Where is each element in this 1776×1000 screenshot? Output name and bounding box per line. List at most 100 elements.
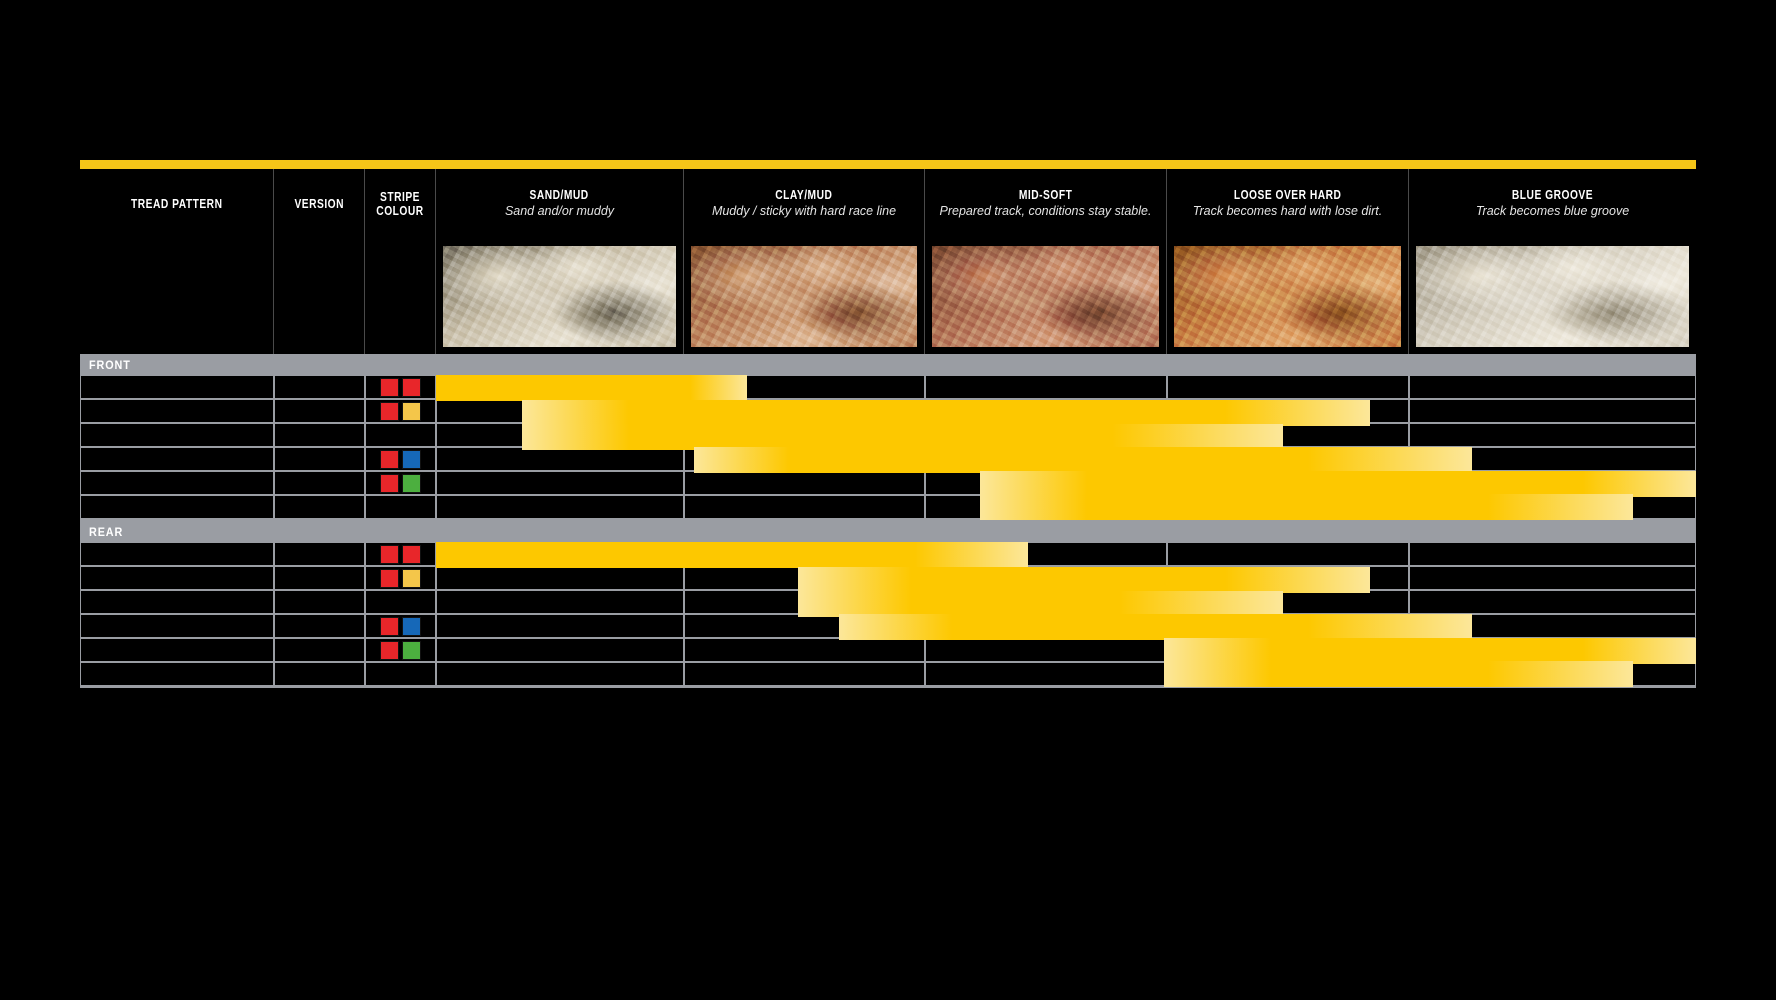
table-row[interactable] xyxy=(80,496,1696,518)
table-row[interactable] xyxy=(80,543,1696,565)
cell-sand_mud[interactable] xyxy=(437,663,683,685)
cell-stripe_colour[interactable] xyxy=(366,496,435,518)
cell-clay_mud[interactable] xyxy=(685,663,924,685)
cell-tread_pattern[interactable] xyxy=(81,400,273,422)
cell-sand_mud[interactable] xyxy=(437,400,683,422)
table-row[interactable] xyxy=(80,639,1696,661)
cell-tread_pattern[interactable] xyxy=(81,639,273,661)
cell-sand_mud[interactable] xyxy=(437,543,683,565)
cell-clay_mud[interactable] xyxy=(685,376,924,398)
cell-sand_mud[interactable] xyxy=(437,567,683,589)
cell-version[interactable] xyxy=(275,496,364,518)
cell-blue_groove[interactable] xyxy=(1410,400,1695,422)
cell-tread_pattern[interactable] xyxy=(81,496,273,518)
cell-mid_soft[interactable] xyxy=(926,543,1166,565)
cell-version[interactable] xyxy=(275,663,364,685)
cell-stripe_colour[interactable] xyxy=(366,591,435,613)
cell-stripe_colour[interactable] xyxy=(366,663,435,685)
cell-tread_pattern[interactable] xyxy=(81,591,273,613)
cell-blue_groove[interactable] xyxy=(1410,591,1695,613)
cell-loose_over_hard[interactable] xyxy=(1168,543,1408,565)
cell-sand_mud[interactable] xyxy=(437,615,683,637)
cell-loose_over_hard[interactable] xyxy=(1168,400,1408,422)
column-header-loose_over_hard[interactable]: LOOSE OVER HARD Track becomes hard with l… xyxy=(1167,169,1409,239)
cell-mid_soft[interactable] xyxy=(926,376,1166,398)
cell-version[interactable] xyxy=(275,567,364,589)
cell-version[interactable] xyxy=(275,424,364,446)
cell-blue_groove[interactable] xyxy=(1410,448,1695,470)
cell-version[interactable] xyxy=(275,639,364,661)
column-header-clay_mud[interactable]: CLAY/MUD Muddy / sticky with hard race li… xyxy=(684,169,925,239)
cell-loose_over_hard[interactable] xyxy=(1168,591,1408,613)
cell-stripe_colour[interactable] xyxy=(366,424,435,446)
column-header-blue_groove[interactable]: BLUE GROOVE Track becomes blue groove xyxy=(1409,169,1696,239)
table-row[interactable] xyxy=(80,472,1696,494)
cell-loose_over_hard[interactable] xyxy=(1168,424,1408,446)
cell-loose_over_hard[interactable] xyxy=(1168,567,1408,589)
cell-blue_groove[interactable] xyxy=(1410,424,1695,446)
table-row[interactable] xyxy=(80,591,1696,613)
column-header-mid_soft[interactable]: MID-SOFT Prepared track, conditions stay … xyxy=(925,169,1167,239)
cell-sand_mud[interactable] xyxy=(437,448,683,470)
cell-blue_groove[interactable] xyxy=(1410,615,1695,637)
cell-tread_pattern[interactable] xyxy=(81,567,273,589)
cell-clay_mud[interactable] xyxy=(685,615,924,637)
cell-sand_mud[interactable] xyxy=(437,424,683,446)
cell-tread_pattern[interactable] xyxy=(81,472,273,494)
cell-clay_mud[interactable] xyxy=(685,639,924,661)
cell-clay_mud[interactable] xyxy=(685,472,924,494)
table-row[interactable] xyxy=(80,567,1696,589)
cell-tread_pattern[interactable] xyxy=(81,376,273,398)
cell-stripe_colour[interactable] xyxy=(366,472,435,494)
cell-stripe_colour[interactable] xyxy=(366,376,435,398)
cell-version[interactable] xyxy=(275,615,364,637)
cell-version[interactable] xyxy=(275,448,364,470)
cell-sand_mud[interactable] xyxy=(437,496,683,518)
cell-version[interactable] xyxy=(275,376,364,398)
cell-version[interactable] xyxy=(275,543,364,565)
cell-blue_groove[interactable] xyxy=(1410,496,1695,518)
cell-clay_mud[interactable] xyxy=(685,496,924,518)
cell-stripe_colour[interactable] xyxy=(366,639,435,661)
cell-tread_pattern[interactable] xyxy=(81,615,273,637)
cell-version[interactable] xyxy=(275,591,364,613)
column-header-stripe_colour[interactable]: STRIPE COLOUR xyxy=(365,169,436,239)
cell-loose_over_hard[interactable] xyxy=(1168,639,1408,661)
cell-mid_soft[interactable] xyxy=(926,591,1166,613)
table-row[interactable] xyxy=(80,424,1696,446)
cell-mid_soft[interactable] xyxy=(926,496,1166,518)
cell-mid_soft[interactable] xyxy=(926,639,1166,661)
cell-sand_mud[interactable] xyxy=(437,472,683,494)
cell-sand_mud[interactable] xyxy=(437,591,683,613)
table-row[interactable] xyxy=(80,615,1696,637)
cell-blue_groove[interactable] xyxy=(1410,543,1695,565)
cell-loose_over_hard[interactable] xyxy=(1168,663,1408,685)
cell-tread_pattern[interactable] xyxy=(81,663,273,685)
cell-loose_over_hard[interactable] xyxy=(1168,472,1408,494)
column-header-tread_pattern[interactable]: TREAD PATTERN xyxy=(80,169,274,239)
column-header-sand_mud[interactable]: SAND/MUD Sand and/or muddy xyxy=(436,169,684,239)
table-row[interactable] xyxy=(80,400,1696,422)
cell-mid_soft[interactable] xyxy=(926,472,1166,494)
cell-sand_mud[interactable] xyxy=(437,639,683,661)
cell-mid_soft[interactable] xyxy=(926,400,1166,422)
cell-loose_over_hard[interactable] xyxy=(1168,496,1408,518)
cell-stripe_colour[interactable] xyxy=(366,448,435,470)
cell-clay_mud[interactable] xyxy=(685,400,924,422)
cell-stripe_colour[interactable] xyxy=(366,567,435,589)
cell-loose_over_hard[interactable] xyxy=(1168,448,1408,470)
cell-clay_mud[interactable] xyxy=(685,591,924,613)
cell-version[interactable] xyxy=(275,472,364,494)
cell-tread_pattern[interactable] xyxy=(81,543,273,565)
cell-blue_groove[interactable] xyxy=(1410,376,1695,398)
cell-loose_over_hard[interactable] xyxy=(1168,376,1408,398)
table-row[interactable] xyxy=(80,376,1696,398)
cell-blue_groove[interactable] xyxy=(1410,639,1695,661)
cell-mid_soft[interactable] xyxy=(926,615,1166,637)
cell-blue_groove[interactable] xyxy=(1410,472,1695,494)
cell-stripe_colour[interactable] xyxy=(366,543,435,565)
cell-mid_soft[interactable] xyxy=(926,663,1166,685)
cell-mid_soft[interactable] xyxy=(926,448,1166,470)
cell-clay_mud[interactable] xyxy=(685,424,924,446)
cell-stripe_colour[interactable] xyxy=(366,400,435,422)
